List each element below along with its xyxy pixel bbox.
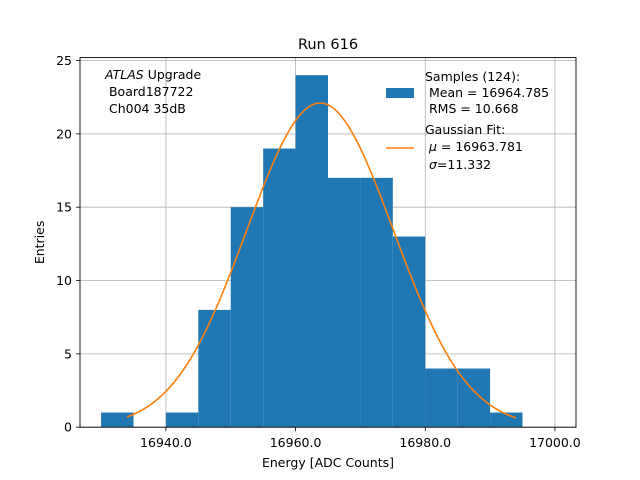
y-axis-label: Entries: [32, 221, 47, 265]
histogram-bar-2: [165, 412, 199, 428]
histogram-bar-12: [490, 412, 523, 428]
y-tick-label-0: 0: [64, 420, 72, 435]
histogram-bars: [101, 75, 523, 428]
annotation-atlas-label: ATLAS: [104, 67, 144, 82]
x-axis-label: Energy [ADC Counts]: [262, 455, 394, 470]
y-tick-label-3: 15: [56, 200, 72, 215]
legend-samples-mean: Mean = 16964.785: [425, 85, 549, 100]
histogram-bar-9: [392, 236, 426, 428]
histogram-bar-10: [425, 368, 458, 428]
chart-title: Run 616: [298, 37, 358, 53]
legend-sigma-symbol: σ: [429, 157, 438, 172]
y-axis-ticks: 0 5 10 15 20 25: [56, 53, 80, 435]
legend: Samples (124): Mean = 16964.785 RMS = 10…: [386, 69, 549, 172]
legend-samples-patch: [386, 88, 414, 98]
y-tick-label-5: 25: [56, 53, 72, 68]
y-tick-label-1: 5: [64, 346, 72, 361]
annotation-channel: Ch004 35dB: [105, 101, 186, 116]
gaussian-fit-curve: [126, 102, 517, 419]
histogram-bar-0: [101, 412, 134, 428]
x-tick-label-0: 16940.0: [140, 435, 192, 450]
x-tick-label-1: 16960.0: [270, 435, 322, 450]
annotation-upgrade-label: Upgrade: [144, 67, 202, 82]
legend-mu-value: = 16963.781: [437, 139, 523, 154]
legend-fit-sigma: σ=11.332: [425, 157, 491, 172]
axes-frame: [79, 57, 577, 428]
legend-mu-symbol: μ: [428, 139, 437, 154]
x-tick-label-3: 17000.0: [529, 435, 581, 450]
histogram-bar-6: [295, 75, 328, 428]
legend-fit-mu: μ = 16963.781: [425, 139, 523, 154]
legend-fit-title: Gaussian Fit:: [425, 122, 505, 137]
legend-samples-title: Samples (124):: [425, 69, 520, 84]
legend-samples-rms: RMS = 10.668: [425, 101, 519, 116]
histogram-bar-3: [198, 309, 231, 428]
histogram-bar-8: [360, 177, 393, 428]
atlas-annotation: ATLAS Upgrade Board187722 Ch004 35dB: [104, 67, 201, 116]
histogram-bar-7: [328, 177, 361, 428]
annotation-line-1: ATLAS Upgrade: [104, 67, 201, 82]
annotation-board: Board187722: [105, 84, 193, 99]
legend-sigma-value: =11.332: [437, 157, 491, 172]
x-tick-label-2: 16980.0: [399, 435, 451, 450]
y-tick-label-4: 20: [56, 126, 72, 141]
y-tick-label-2: 10: [56, 273, 72, 288]
histogram-bar-5: [263, 148, 296, 428]
x-axis-ticks: 16940.0 16960.0 16980.0 17000.0: [140, 427, 581, 450]
histogram-bar-4: [230, 207, 264, 428]
